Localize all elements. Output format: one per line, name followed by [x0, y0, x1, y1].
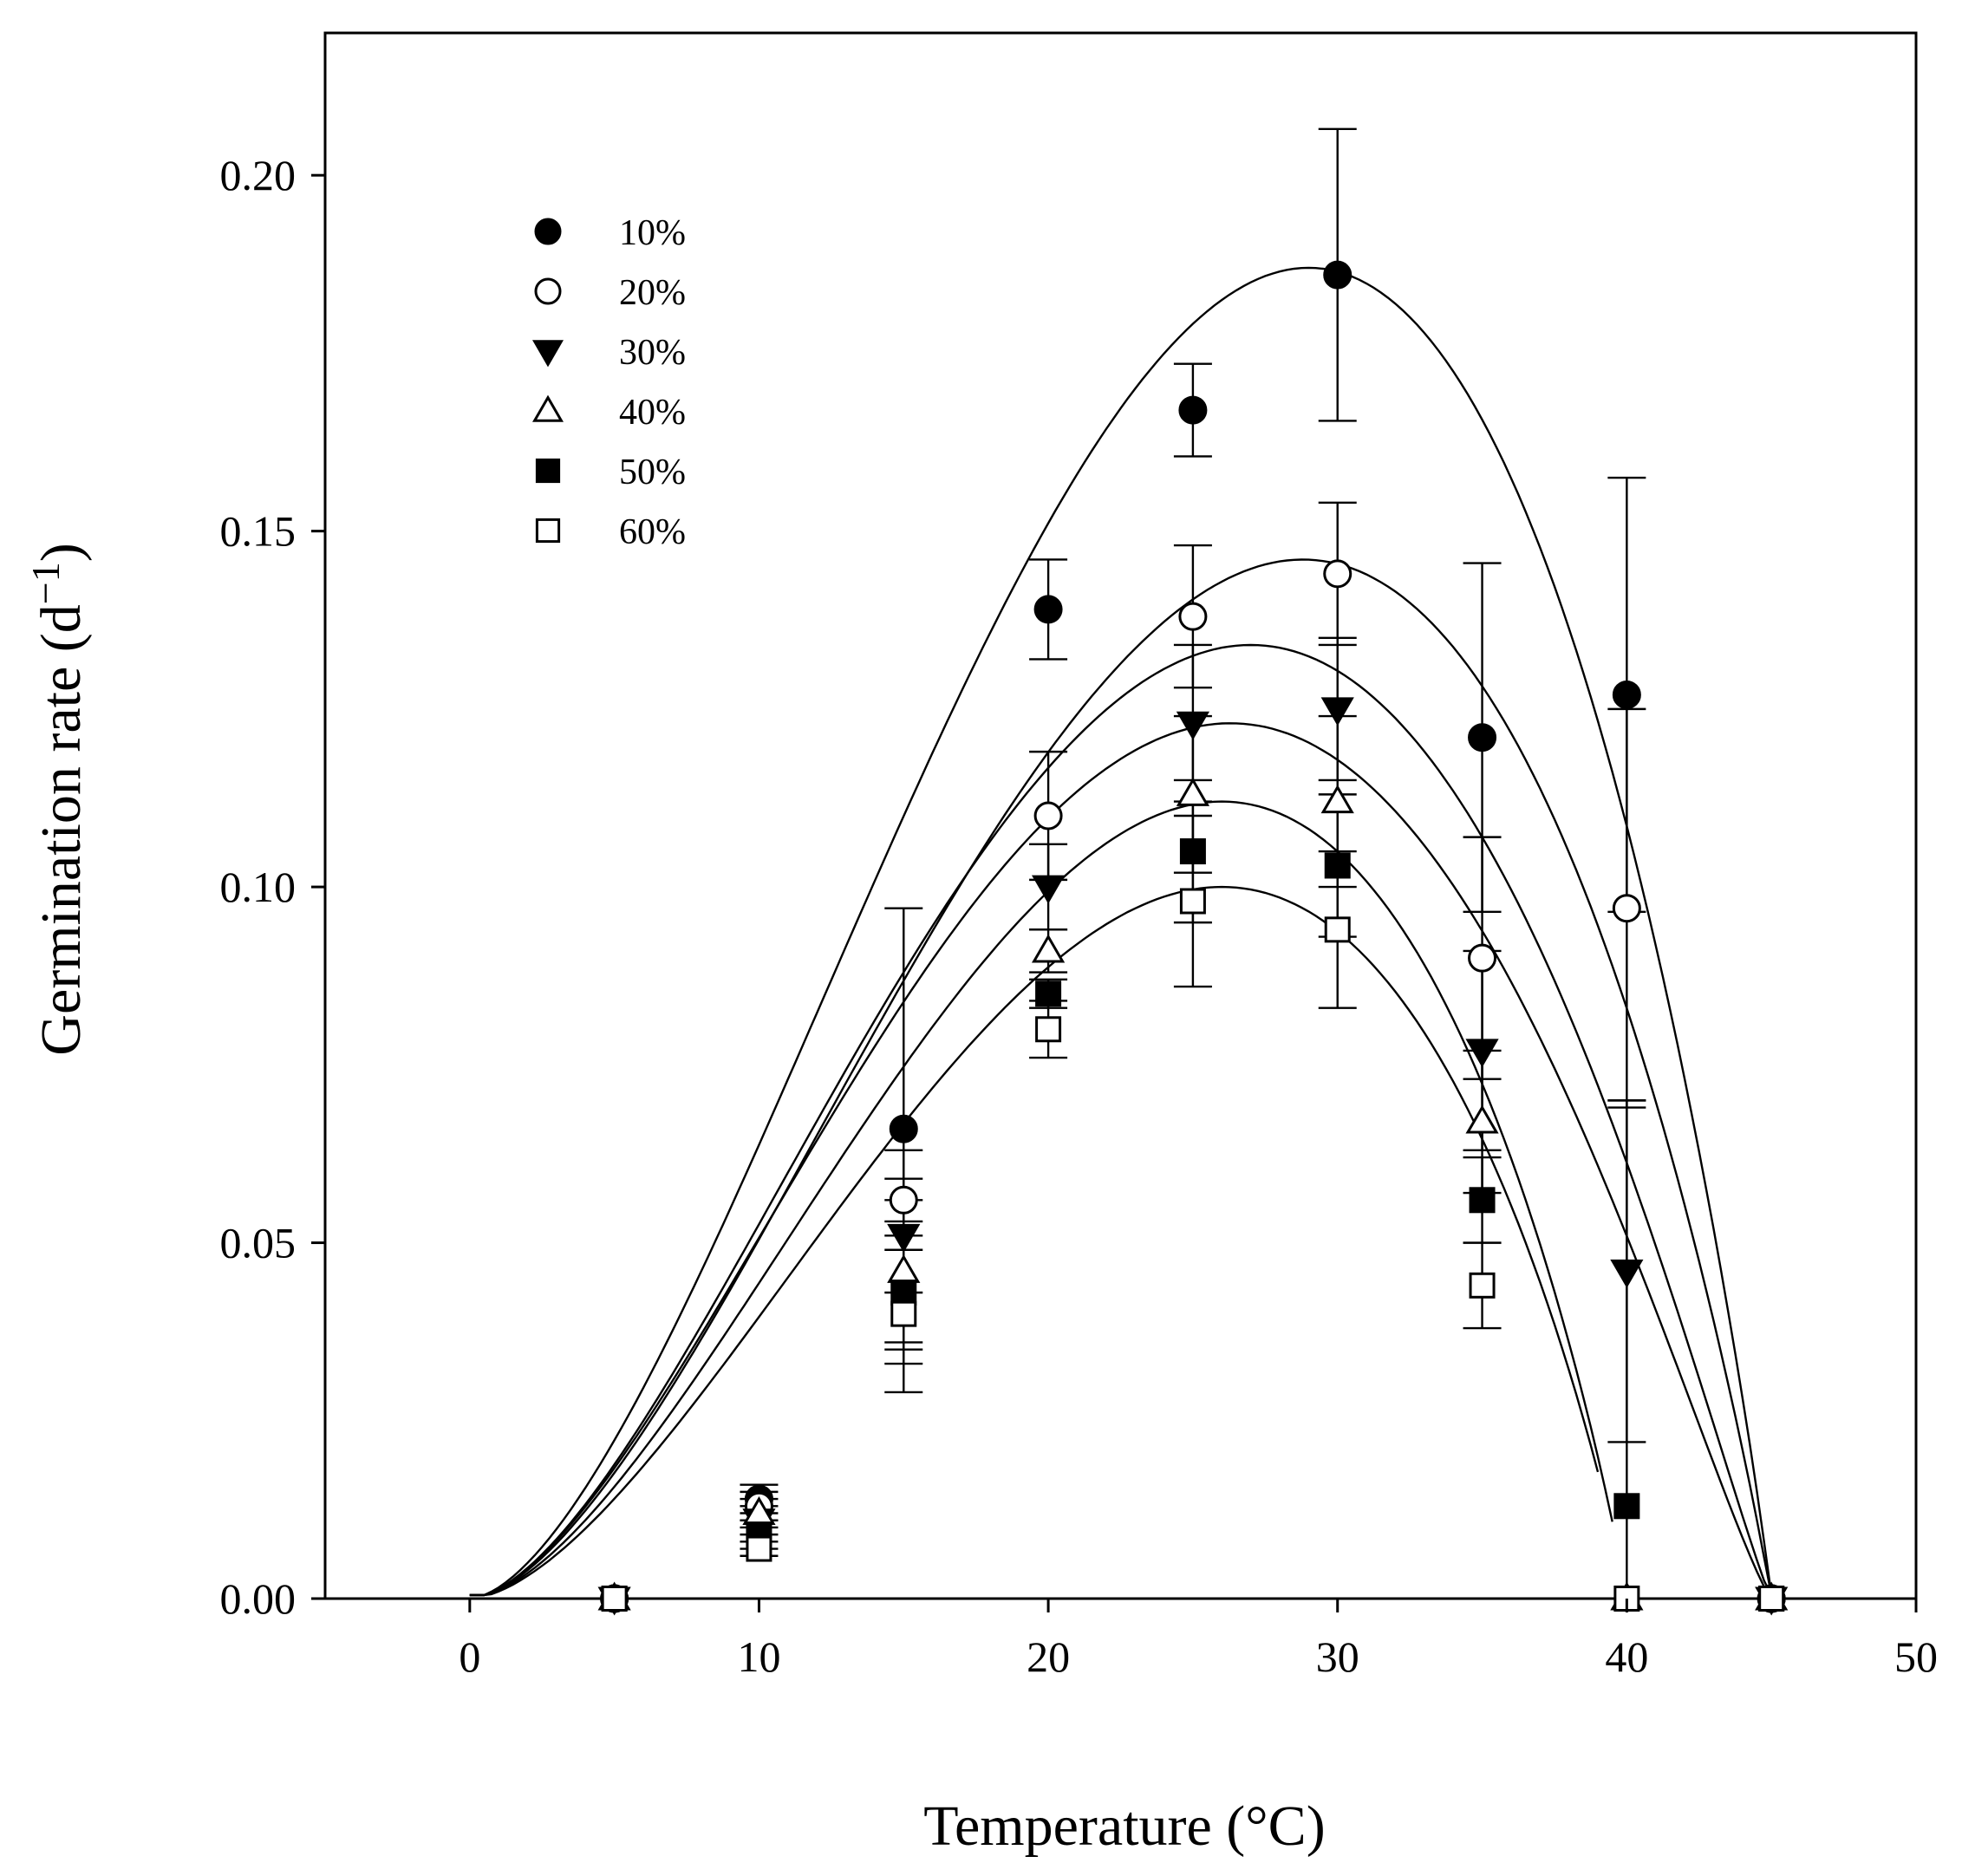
point-40pct [1465, 1104, 1499, 1134]
point-50pct [1035, 980, 1062, 1007]
plot-border [323, 31, 1918, 1600]
data-points [597, 260, 1789, 1616]
y-tick-label: 0.10 [220, 863, 297, 911]
point-20pct [1178, 602, 1208, 631]
point-50pct [1179, 838, 1206, 865]
point-60pct [1469, 1272, 1496, 1299]
fit-curve-60pct [469, 885, 1600, 1597]
point-30pct [1176, 711, 1210, 740]
legend-label-30pct: 30% [619, 333, 686, 373]
point-20pct [1612, 894, 1641, 923]
point-60pct [746, 1535, 772, 1562]
point-10pct [1323, 260, 1353, 290]
y-tick-label: 0.00 [220, 1574, 297, 1623]
point-60pct [1179, 888, 1206, 915]
y-axis-title-main: Germination rate (d [29, 604, 93, 1055]
legend-label-40pct: 40% [619, 393, 686, 433]
legend-label-50pct: 50% [619, 453, 686, 492]
point-40pct [1031, 934, 1066, 963]
legend-marker-60pct [535, 518, 561, 544]
plot-frame [323, 31, 1918, 1600]
point-30pct [1031, 875, 1066, 904]
point-60pct [1324, 916, 1351, 943]
x-tick-label: 40 [1605, 1632, 1648, 1681]
legend-marker-50pct [535, 458, 561, 484]
y-axis-title-superscript: −1 [23, 562, 68, 604]
x-axis-title: Temperature (°C) [923, 1795, 1325, 1858]
point-40pct [1176, 777, 1210, 806]
y-tick-label: 0.20 [220, 151, 297, 199]
point-50pct [890, 1280, 917, 1306]
point-50pct [1613, 1493, 1640, 1520]
point-60pct [890, 1300, 917, 1327]
point-30pct [887, 1223, 921, 1253]
x-tick-label: 20 [1027, 1632, 1070, 1681]
fit-curve-20pct [469, 558, 1773, 1597]
point-20pct [1323, 559, 1353, 589]
point-60pct [1758, 1586, 1785, 1612]
legend-marker-40pct [531, 394, 564, 422]
fit-curve-50pct [469, 800, 1613, 1597]
point-30pct [1610, 1259, 1644, 1288]
x-tick-label: 10 [737, 1632, 780, 1681]
point-40pct [1320, 785, 1354, 814]
y-axis-title: Germination rate (d−1) [23, 543, 93, 1055]
point-20pct [1468, 943, 1497, 973]
y-axis-title-close: ) [29, 543, 93, 562]
legend-marker-10pct [534, 218, 562, 245]
point-10pct [1612, 680, 1641, 709]
point-60pct [601, 1586, 628, 1612]
point-10pct [889, 1114, 918, 1143]
point-10pct [1178, 395, 1208, 425]
fit-curve-10pct [469, 266, 1773, 1597]
x-tick-label: 50 [1894, 1632, 1938, 1681]
legend-label-60pct: 60% [619, 512, 686, 552]
legend-marker-30pct [531, 340, 564, 368]
fit-curve-40pct [469, 722, 1773, 1597]
point-60pct [1035, 1016, 1062, 1043]
point-10pct [1468, 723, 1497, 752]
x-tick-label: 30 [1316, 1632, 1359, 1681]
legend: 10% 20% 30% 40% 50% 60% [531, 213, 686, 552]
point-50pct [1469, 1187, 1496, 1214]
legend-label-20pct: 20% [619, 273, 686, 313]
x-tick-label: 0 [459, 1632, 480, 1681]
legend-label-10pct: 10% [619, 213, 686, 253]
point-30pct [1320, 697, 1354, 726]
fit-curve-30pct [469, 643, 1773, 1597]
point-10pct [1033, 595, 1063, 624]
point-50pct [1324, 852, 1351, 879]
y-tick-label: 0.15 [220, 507, 297, 556]
y-tick-label: 0.05 [220, 1219, 297, 1267]
point-30pct [1465, 1039, 1499, 1068]
point-20pct [1033, 801, 1063, 831]
axis-ticks: 0 10 20 30 40 50 0.00 0.05 0.10 0.15 0.20 [220, 151, 1939, 1681]
legend-marker-20pct [534, 277, 562, 305]
point-20pct [889, 1185, 918, 1215]
point-40pct [887, 1254, 921, 1283]
